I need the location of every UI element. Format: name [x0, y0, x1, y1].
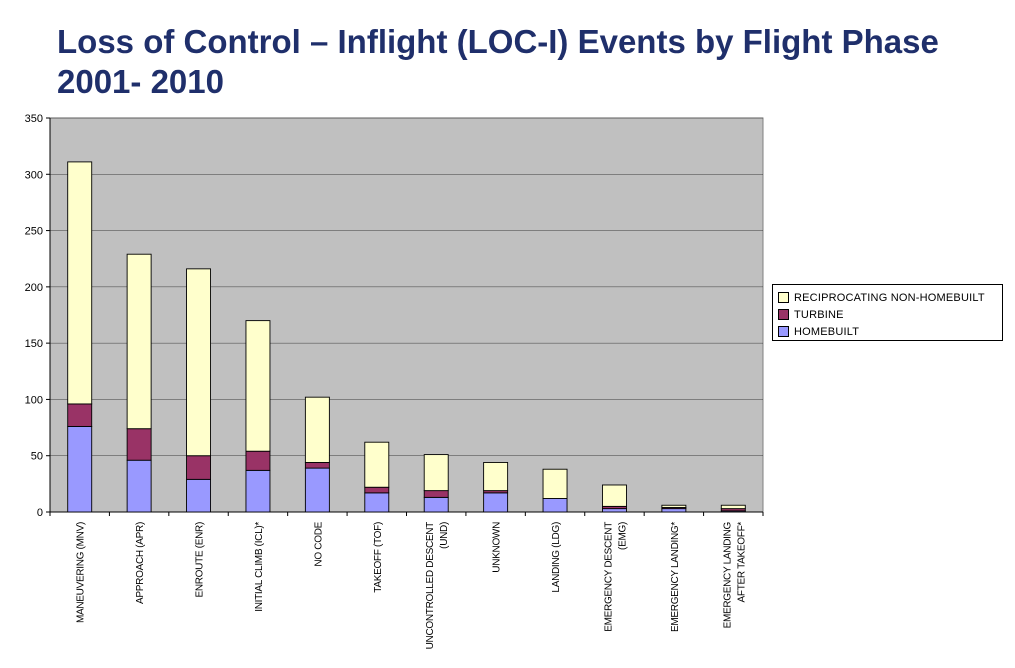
x-tick-label-line: INITIAL CLIMB (ICL)* — [254, 522, 265, 612]
legend-label-homebuilt: HOMEBUILT — [794, 325, 860, 338]
x-tick-label-line: EMERGENCY LANDING — [722, 521, 733, 628]
bar-segment-reciprocating — [304, 396, 330, 463]
bar-segment-reciprocating — [186, 268, 211, 457]
bar-segment-homebuilt — [126, 459, 152, 513]
x-tick-label: INITIAL CLIMB (ICL)* — [254, 522, 265, 612]
chart-title-line-2: 2001- 2010 — [57, 63, 224, 100]
x-tick-label: TAKEOFF (TOF) — [373, 522, 384, 593]
y-tick-label: 200 — [25, 282, 43, 294]
bar-segment-turbine — [245, 450, 271, 471]
x-tick-label: MANEUVERING (MNV) — [76, 522, 87, 623]
legend-item-reciprocating: RECIPROCATING NON-HOMEBUILT — [778, 289, 1002, 306]
legend-swatch-turbine — [778, 309, 789, 320]
bar-segment-homebuilt — [67, 425, 93, 513]
x-tick-label: EMERGENCY LANDING AFTER TAKEOFF* — [722, 521, 747, 628]
legend-label-turbine: TURBINE — [794, 308, 844, 321]
x-tick-label-line: UNCONTROLLED DESCENT — [425, 522, 436, 650]
legend-swatch-reciprocating — [778, 292, 789, 303]
x-tick-label: APPROACH (APR) — [135, 522, 146, 604]
y-tick-label: 0 — [37, 507, 43, 519]
bar-segment-homebuilt — [245, 469, 271, 513]
x-tick-label: NO CODE — [313, 521, 324, 566]
bar-segment-homebuilt — [304, 467, 330, 513]
bar-segment-turbine — [423, 490, 449, 498]
x-tick-label: EMERGENCY LANDING* — [670, 522, 681, 632]
bar-segment-reciprocating — [483, 462, 509, 492]
legend-swatch-homebuilt — [778, 326, 789, 337]
bar-segment-reciprocating — [542, 468, 568, 499]
bar-segment-turbine — [304, 462, 330, 469]
bar-segment-homebuilt — [186, 478, 211, 513]
x-tick-label: UNCONTROLLED DESCENT (UND) — [425, 522, 450, 650]
x-tick-label-line: EMERGENCY LANDING* — [670, 522, 681, 632]
bar-segment-turbine — [126, 428, 152, 461]
bar-segment-turbine — [67, 403, 93, 427]
x-tick-label: EMERGENCY DESCENT (EMG) — [603, 522, 628, 632]
legend-item-turbine: TURBINE — [778, 306, 1002, 323]
bar-segment-reciprocating — [67, 161, 93, 405]
y-tick-label: 100 — [25, 394, 43, 406]
plot-area — [49, 117, 764, 513]
x-tick-label-line: EMERGENCY DESCENT — [603, 522, 614, 632]
bar-segment-reciprocating — [245, 320, 271, 452]
y-tick-label: 250 — [25, 226, 43, 238]
chart-title: Loss of Control – Inflight (LOC-I) Event… — [57, 22, 1007, 102]
bar-segment-homebuilt — [483, 492, 509, 513]
x-tick-label: UNKNOWN — [492, 522, 503, 573]
bar-segment-homebuilt — [661, 508, 687, 513]
y-tick-label: 350 — [25, 113, 43, 125]
bar-segment-reciprocating — [364, 441, 390, 488]
x-tick-label-line: TAKEOFF (TOF) — [373, 522, 384, 593]
y-tick-label: 300 — [25, 169, 43, 181]
bar-segment-turbine — [186, 455, 211, 480]
bar-segment-reciprocating — [661, 504, 687, 508]
x-tick-label-line: APPROACH (APR) — [135, 522, 146, 604]
chart-legend: RECIPROCATING NON-HOMEBUILT TURBINE HOME… — [772, 284, 1003, 341]
x-tick-label-line: AFTER TAKEOFF* — [736, 522, 747, 603]
x-tick-label: ENROUTE (ENR) — [195, 522, 206, 598]
x-tick-label-line: NO CODE — [313, 521, 324, 566]
y-tick-label: 150 — [25, 338, 43, 350]
legend-item-homebuilt: HOMEBUILT — [778, 323, 1002, 340]
bar-segment-turbine — [364, 486, 390, 494]
x-tick-label-line: (EMG) — [617, 522, 628, 550]
bar-segment-reciprocating — [423, 454, 449, 492]
bar-segment-reciprocating — [126, 253, 152, 430]
bar-segment-reciprocating — [720, 504, 746, 510]
x-tick-label-line: (UND) — [439, 522, 450, 549]
bar-segment-reciprocating — [602, 484, 627, 507]
x-tick-label-line: ENROUTE (ENR) — [195, 522, 206, 598]
bar-segment-homebuilt — [602, 508, 627, 513]
chart-title-line-1: Loss of Control – Inflight (LOC-I) Event… — [57, 23, 939, 60]
bar-segment-homebuilt — [542, 498, 568, 513]
x-tick-label-line: UNKNOWN — [492, 522, 503, 573]
bar-segment-homebuilt — [423, 496, 449, 513]
legend-label-reciprocating: RECIPROCATING NON-HOMEBUILT — [794, 291, 985, 304]
x-tick-label-line: LANDING (LDG) — [551, 522, 562, 593]
x-tick-label: LANDING (LDG) — [551, 522, 562, 593]
x-tick-label-line: MANEUVERING (MNV) — [76, 522, 87, 623]
bar-segment-homebuilt — [364, 492, 390, 513]
y-tick-label: 50 — [31, 451, 43, 463]
